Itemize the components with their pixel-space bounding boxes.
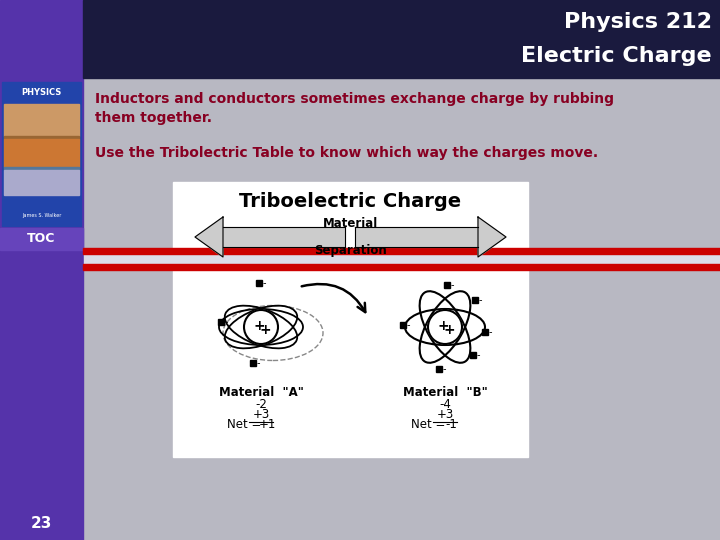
Text: -2: -2 xyxy=(255,398,267,411)
Text: -1: -1 xyxy=(445,418,457,431)
Bar xyxy=(355,227,478,247)
Text: -: - xyxy=(451,280,454,290)
Text: -: - xyxy=(477,350,480,360)
Text: Material  "A": Material "A" xyxy=(219,386,303,399)
Text: Physics 212: Physics 212 xyxy=(564,12,712,32)
Bar xyxy=(0,228,83,250)
Polygon shape xyxy=(195,217,223,257)
Text: PHYSICS: PHYSICS xyxy=(22,88,62,97)
Text: James S. Walker: James S. Walker xyxy=(22,213,61,218)
Bar xyxy=(4,136,79,139)
Text: Use the Tribolectric Table to know which way the charges move.: Use the Tribolectric Table to know which… xyxy=(95,146,598,160)
Bar xyxy=(83,264,720,270)
Text: -: - xyxy=(257,358,261,368)
Text: -: - xyxy=(489,327,492,337)
Bar xyxy=(173,182,528,457)
Text: -: - xyxy=(225,317,228,327)
Text: +: + xyxy=(437,319,449,333)
Text: +: + xyxy=(444,323,455,337)
Text: Inductors and conductors sometimes exchange charge by rubbing
them together.: Inductors and conductors sometimes excha… xyxy=(95,92,614,125)
Text: +3: +3 xyxy=(253,408,269,421)
Text: Electric Charge: Electric Charge xyxy=(521,46,712,66)
Text: Separation: Separation xyxy=(314,244,387,257)
Bar xyxy=(0,0,83,540)
Text: +: + xyxy=(253,319,265,333)
Text: +3: +3 xyxy=(436,408,454,421)
Text: -4: -4 xyxy=(439,398,451,411)
Text: -: - xyxy=(407,320,410,330)
Circle shape xyxy=(244,310,278,344)
Text: TOC: TOC xyxy=(27,233,55,246)
Text: +1: +1 xyxy=(258,418,276,431)
Bar xyxy=(4,139,79,167)
Bar xyxy=(83,248,720,254)
Polygon shape xyxy=(478,217,506,257)
Text: -: - xyxy=(479,295,482,305)
Bar xyxy=(83,0,720,78)
Bar xyxy=(4,167,79,170)
Text: Net =: Net = xyxy=(411,418,449,431)
Bar xyxy=(223,227,345,247)
Text: +: + xyxy=(259,323,271,337)
Circle shape xyxy=(428,310,462,344)
Text: -: - xyxy=(443,364,446,374)
Bar xyxy=(2,82,81,226)
Bar xyxy=(4,170,79,195)
Bar xyxy=(84,250,719,264)
Text: Triboelectric Charge: Triboelectric Charge xyxy=(240,192,462,211)
Text: Net =: Net = xyxy=(227,418,265,431)
Text: Material  "B": Material "B" xyxy=(402,386,487,399)
Text: -: - xyxy=(263,278,266,288)
Bar xyxy=(4,104,79,136)
Text: Material: Material xyxy=(323,217,378,230)
Text: 23: 23 xyxy=(31,516,52,531)
